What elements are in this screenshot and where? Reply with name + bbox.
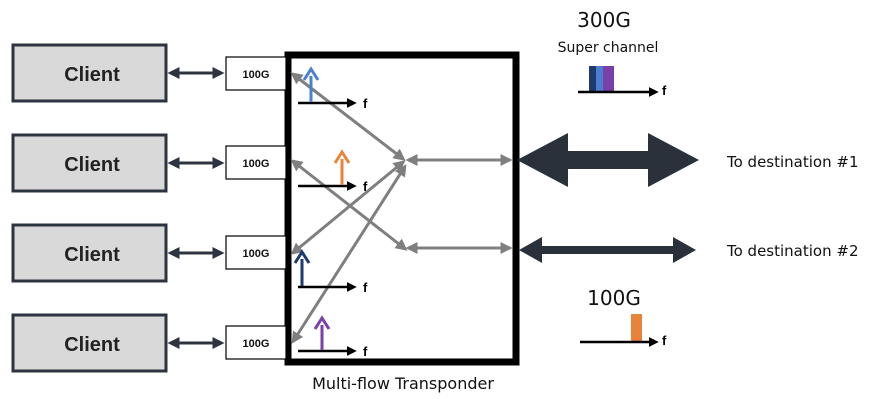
carrier-arrow-2	[333, 149, 351, 185]
port-group: 100G 100G 100G 100G	[225, 56, 287, 360]
single-channel-axis-label: f	[662, 333, 667, 348]
frequency-labels: f f f f	[363, 96, 368, 359]
carrier-arrow-3	[293, 249, 311, 286]
single-channel-rate: 100G	[587, 286, 641, 310]
destination-2-label: To destination #2	[726, 242, 858, 260]
destination-1-label: To destination #1	[726, 153, 858, 171]
port-label: 100G	[243, 69, 270, 81]
single-channel-carrier	[631, 314, 642, 342]
port-box	[225, 145, 287, 180]
super-channel-label: Super channel	[558, 40, 659, 56]
destination-1-arrow	[517, 133, 699, 187]
transponder-caption: Multi-flow Transponder	[312, 374, 494, 393]
frequency-axis-label: f	[363, 344, 368, 359]
carrier-arrow-4	[313, 315, 331, 350]
client-box	[11, 133, 168, 193]
route-arrow	[291, 164, 407, 344]
frequency-axis-label: f	[363, 179, 368, 194]
carrier-arrow-1	[302, 66, 320, 102]
frequency-axis-label: f	[363, 96, 368, 111]
client-3: Client	[11, 223, 168, 283]
client-box	[11, 313, 168, 373]
client-box	[11, 223, 168, 283]
super-channel-carrier	[589, 66, 596, 92]
client-box	[11, 43, 168, 103]
frequency-axis-label: f	[363, 280, 368, 295]
port-label: 100G	[243, 158, 270, 170]
super-channel-carrier	[596, 66, 603, 92]
client-2: Client	[11, 133, 168, 193]
super-channel-rate: 300G	[577, 8, 631, 32]
frequency-axes	[298, 98, 357, 356]
client-label: Client	[64, 64, 120, 86]
client-label: Client	[64, 244, 120, 266]
port-label: 100G	[243, 248, 270, 260]
single-channel-spectrum: 100G f	[580, 286, 667, 348]
internal-routes	[290, 72, 513, 344]
port-box	[225, 235, 287, 270]
port-box	[225, 56, 287, 91]
destination-2-arrow	[519, 237, 696, 263]
client-group: Client Client Client Client	[11, 43, 168, 373]
client-1: Client	[11, 43, 168, 103]
port-box	[225, 325, 287, 360]
carrier-arrows	[293, 66, 351, 350]
client-link-arrows	[167, 67, 225, 349]
client-label: Client	[64, 154, 120, 176]
client-label: Client	[64, 334, 120, 356]
port-label: 100G	[243, 338, 270, 350]
super-channel-carrier	[603, 66, 614, 92]
client-4: Client	[11, 313, 168, 373]
super-channel-spectrum: 300G Super channel f	[558, 8, 667, 98]
super-channel-axis-label: f	[662, 83, 667, 98]
